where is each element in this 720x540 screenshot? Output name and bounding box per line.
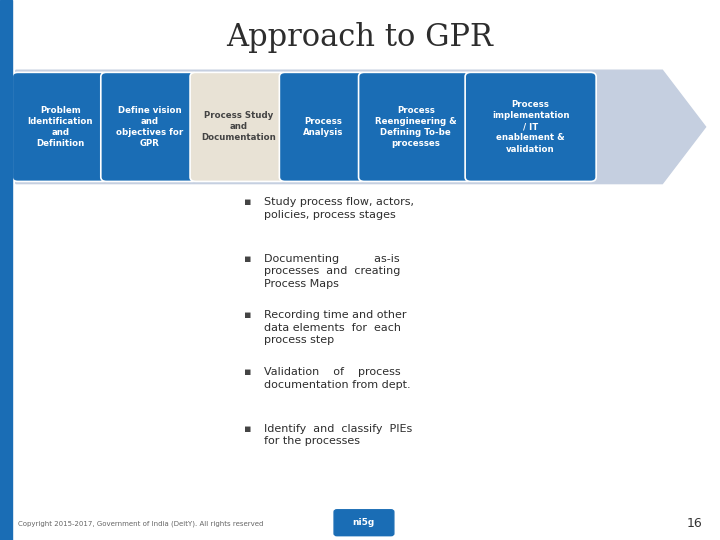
- Text: Identify  and  classify  PIEs
for the processes: Identify and classify PIEs for the proce…: [264, 424, 413, 446]
- Text: ▪: ▪: [245, 254, 252, 264]
- Text: Problem
Identification
and
Definition: Problem Identification and Definition: [28, 106, 93, 148]
- Text: Process
Reengineering &
Defining To-be
processes: Process Reengineering & Defining To-be p…: [375, 106, 456, 148]
- Bar: [0, 0, 12, 540]
- FancyBboxPatch shape: [190, 72, 287, 181]
- Text: Process
Analysis: Process Analysis: [302, 117, 343, 137]
- FancyBboxPatch shape: [465, 72, 596, 181]
- FancyBboxPatch shape: [12, 72, 109, 181]
- FancyBboxPatch shape: [279, 72, 366, 181]
- Text: Recording time and other
data elements  for  each
process step: Recording time and other data elements f…: [264, 310, 407, 345]
- FancyBboxPatch shape: [101, 72, 198, 181]
- Text: Study process flow, actors,
policies, process stages: Study process flow, actors, policies, pr…: [264, 197, 414, 219]
- Text: Copyright 2015-2017, Government of India (DeitY). All rights reserved: Copyright 2015-2017, Government of India…: [18, 521, 264, 527]
- Text: ni5g: ni5g: [353, 518, 374, 527]
- Text: Validation    of    process
documentation from dept.: Validation of process documentation from…: [264, 367, 411, 389]
- Text: Process Study
and
Documentation: Process Study and Documentation: [202, 111, 276, 143]
- Text: ▪: ▪: [245, 310, 252, 321]
- FancyBboxPatch shape: [334, 510, 394, 536]
- FancyBboxPatch shape: [359, 72, 473, 181]
- Text: Approach to GPR: Approach to GPR: [227, 22, 493, 53]
- Text: ▪: ▪: [245, 424, 252, 434]
- Text: Process
implementation
/ IT
enablement &
validation: Process implementation / IT enablement &…: [492, 100, 570, 153]
- Text: Define vision
and
objectives for
GPR: Define vision and objectives for GPR: [116, 106, 183, 148]
- Text: Documenting          as-is
processes  and  creating
Process Maps: Documenting as-is processes and creating…: [264, 254, 400, 288]
- Text: ▪: ▪: [245, 367, 252, 377]
- Text: ▪: ▪: [245, 197, 252, 207]
- Text: 16: 16: [686, 517, 702, 530]
- Polygon shape: [16, 70, 706, 184]
